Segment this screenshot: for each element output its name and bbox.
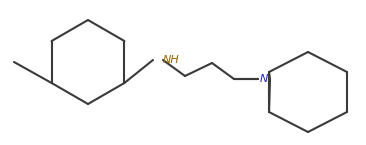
Text: NH: NH [163, 55, 180, 65]
Text: N: N [260, 74, 268, 84]
